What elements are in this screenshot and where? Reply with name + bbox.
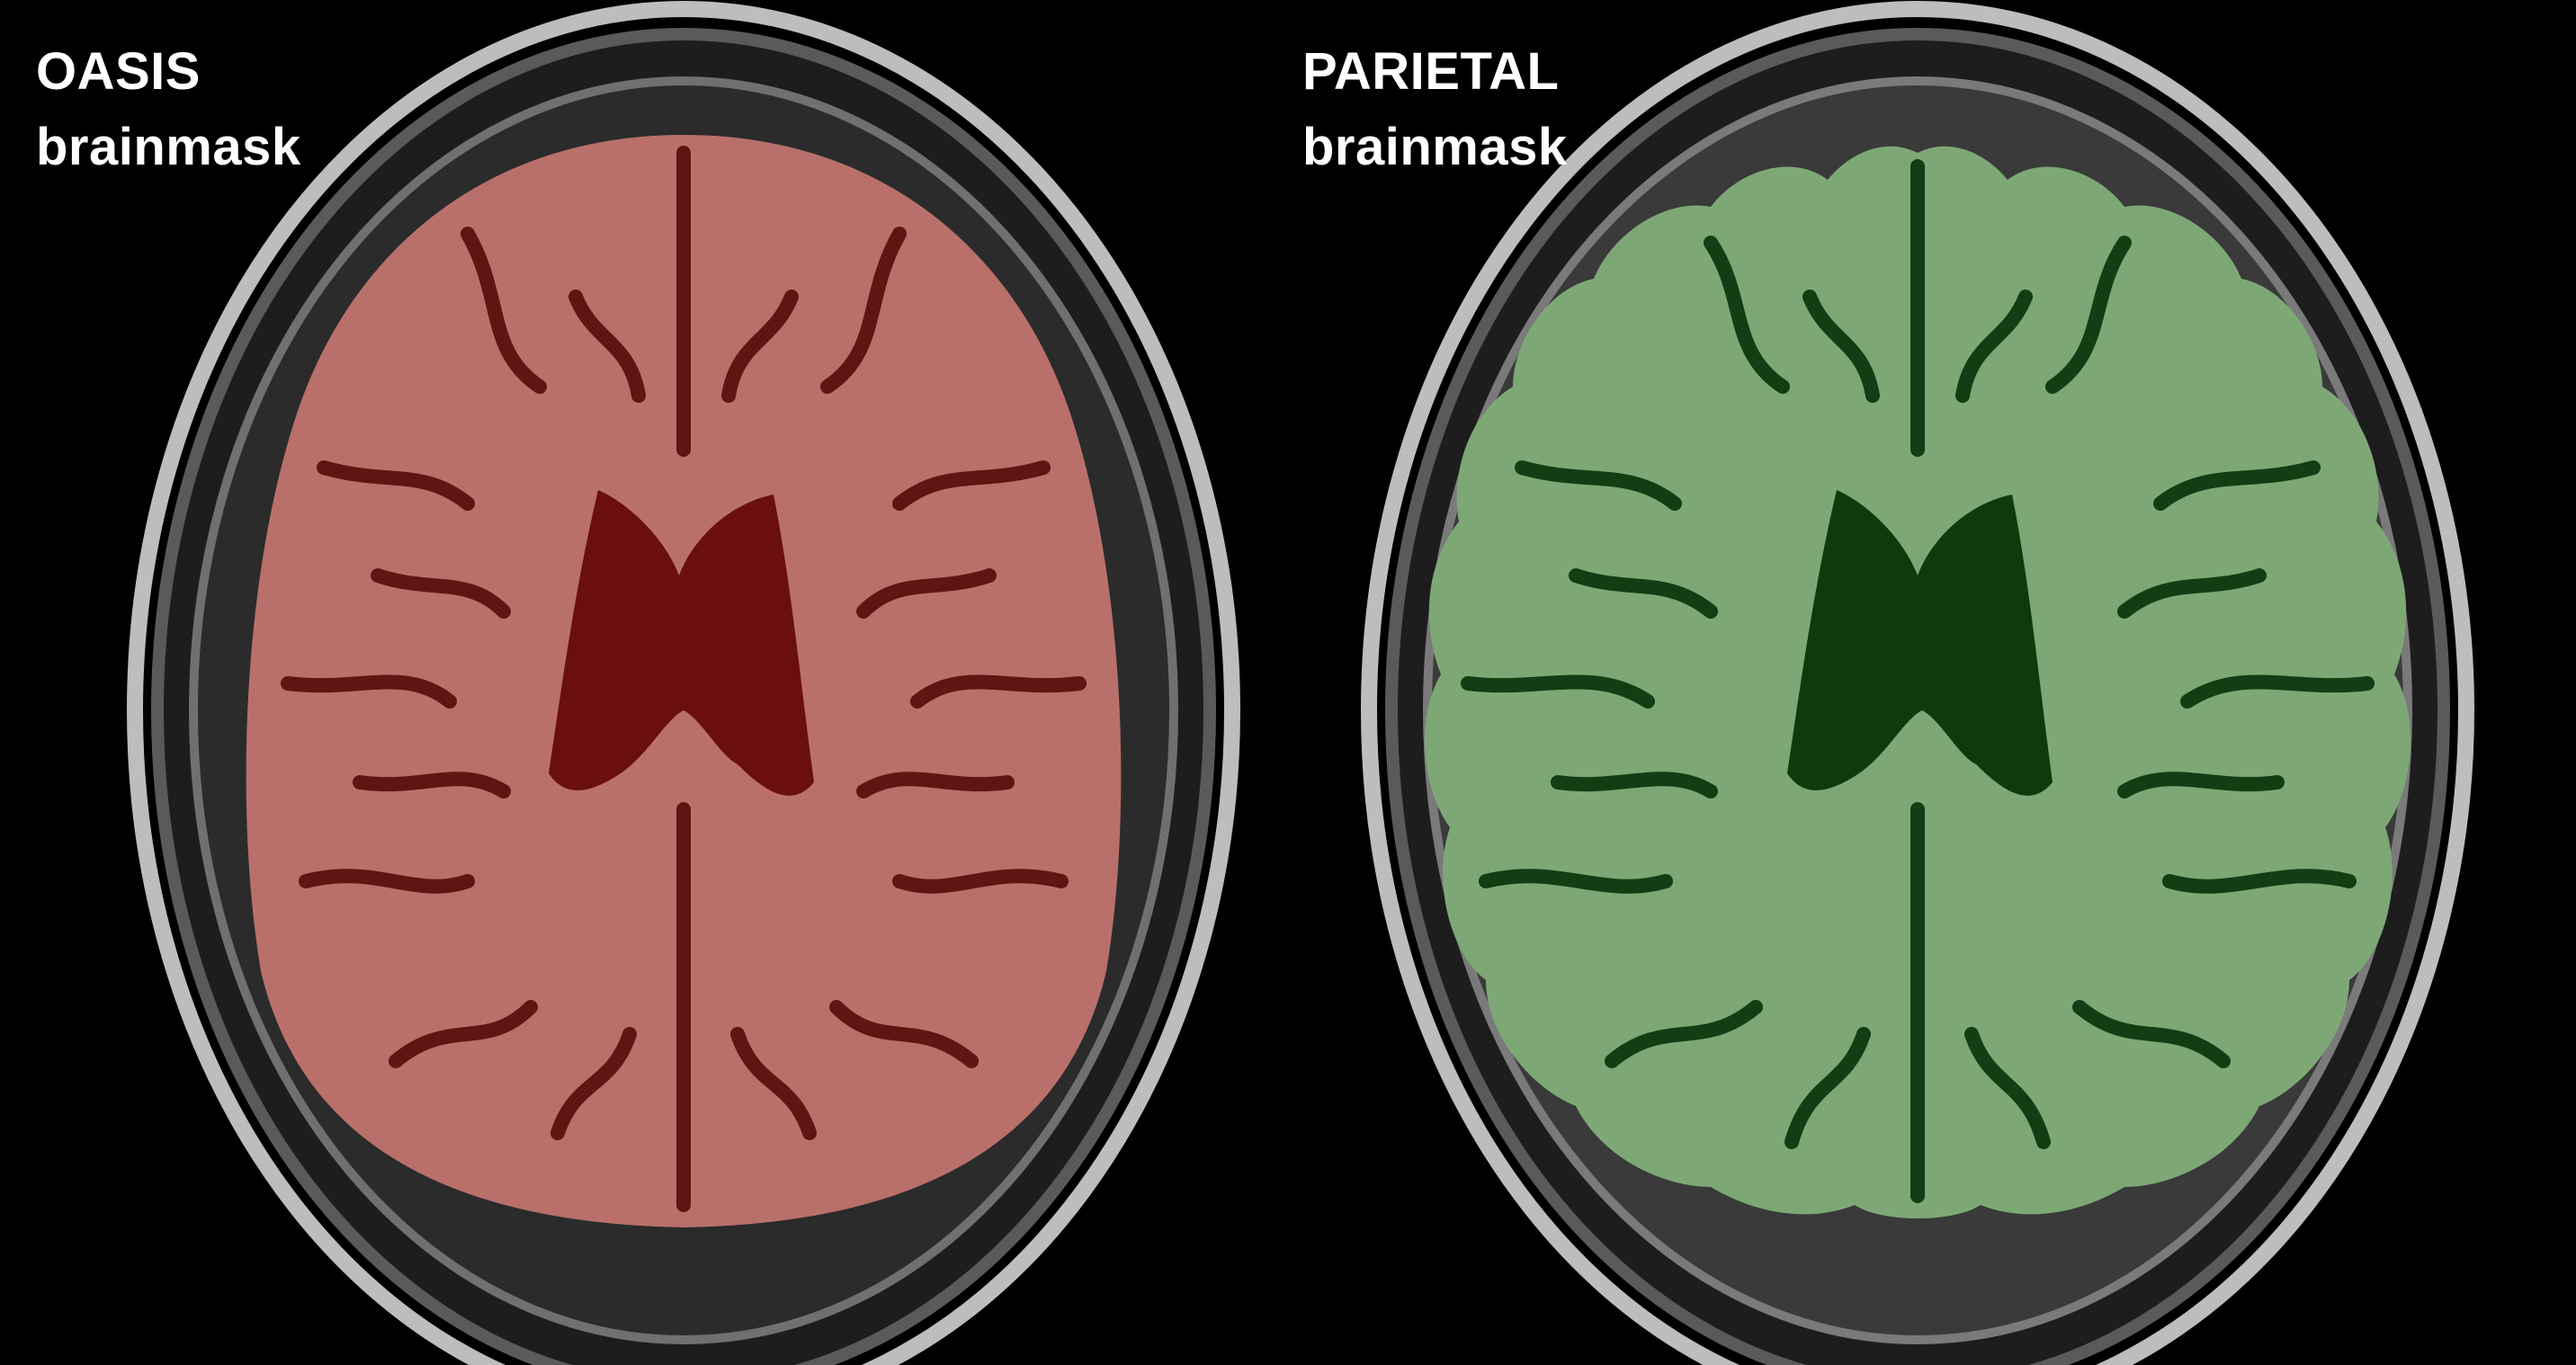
oasis-panel [127,1,1240,1365]
parietal-caption-line2: brainmask [1302,118,1568,176]
parietal-panel [1288,0,2576,1365]
scalp-ring [127,1,1240,1365]
oasis-sulci [281,146,1087,1212]
oasis-caption-line2: brainmask [36,118,301,176]
parietal-caption-line1: PARIETAL [1302,42,1560,101]
oasis-mri-image [127,1,1240,1365]
scalp-ring [1361,1,2474,1365]
oasis-caption-line1: OASIS [36,42,201,101]
oasis-ventricles [549,490,814,796]
oasis-caption: OASIS brainmask [36,34,301,185]
parietal-mri-image [1361,1,2474,1365]
parietal-caption: PARIETAL brainmask [1302,34,1568,185]
parietal-ventricles [1787,490,2053,796]
parietal-sulci [1461,159,2375,1203]
